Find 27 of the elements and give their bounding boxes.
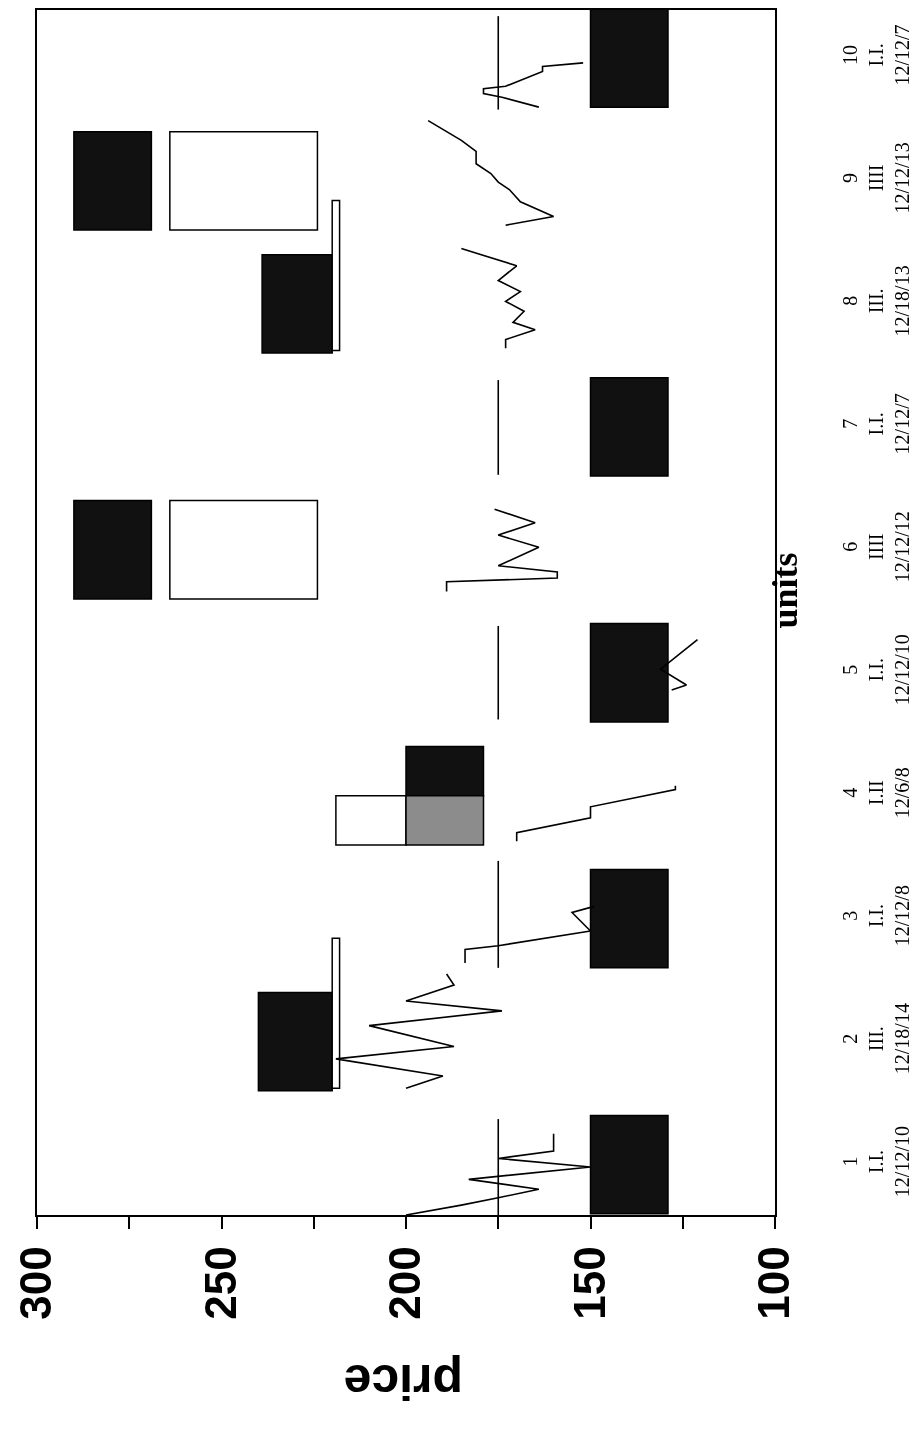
y-tick-label: 9 xyxy=(838,172,861,183)
text: III. 12/18/13 xyxy=(864,265,913,337)
x-tick-label: 100 xyxy=(749,1246,799,1320)
text: I.I. 12/12/7 xyxy=(864,393,913,455)
x-tick-label: 250 xyxy=(195,1246,245,1320)
text: I.I. 12/12/10 xyxy=(864,634,913,706)
text: I.I. 12/12/7 xyxy=(864,24,913,86)
x-axis-title: price xyxy=(343,1354,464,1411)
y-tick-label: 2 xyxy=(838,1033,861,1044)
y-tick-label: 6 xyxy=(838,541,861,552)
x-tick-label: 200 xyxy=(380,1246,430,1320)
x-tick-label: 150 xyxy=(564,1246,614,1320)
y-tick-label: 8 xyxy=(838,295,861,306)
y-tick-label: 7 xyxy=(838,418,861,429)
text: IIII 12/12/13 xyxy=(864,142,913,214)
text: III. 12/18/14 xyxy=(864,1003,913,1075)
y-axis-title: units xyxy=(764,552,805,629)
text: IIII 12/12/12 xyxy=(864,511,913,583)
y-tick-label: 3 xyxy=(838,910,861,921)
text: I.II 12/6/8 xyxy=(864,767,913,819)
y-tick-label: 10 xyxy=(838,44,861,65)
y-tick-label: 5 xyxy=(838,664,861,675)
y-tick-label: 4 xyxy=(838,787,861,798)
text: I.I. 12/12/10 xyxy=(864,1126,913,1198)
y-tick-label: 1 xyxy=(838,1156,861,1167)
x-tick-label: 300 xyxy=(11,1246,61,1320)
text: I.I. 12/12/8 xyxy=(864,885,913,947)
